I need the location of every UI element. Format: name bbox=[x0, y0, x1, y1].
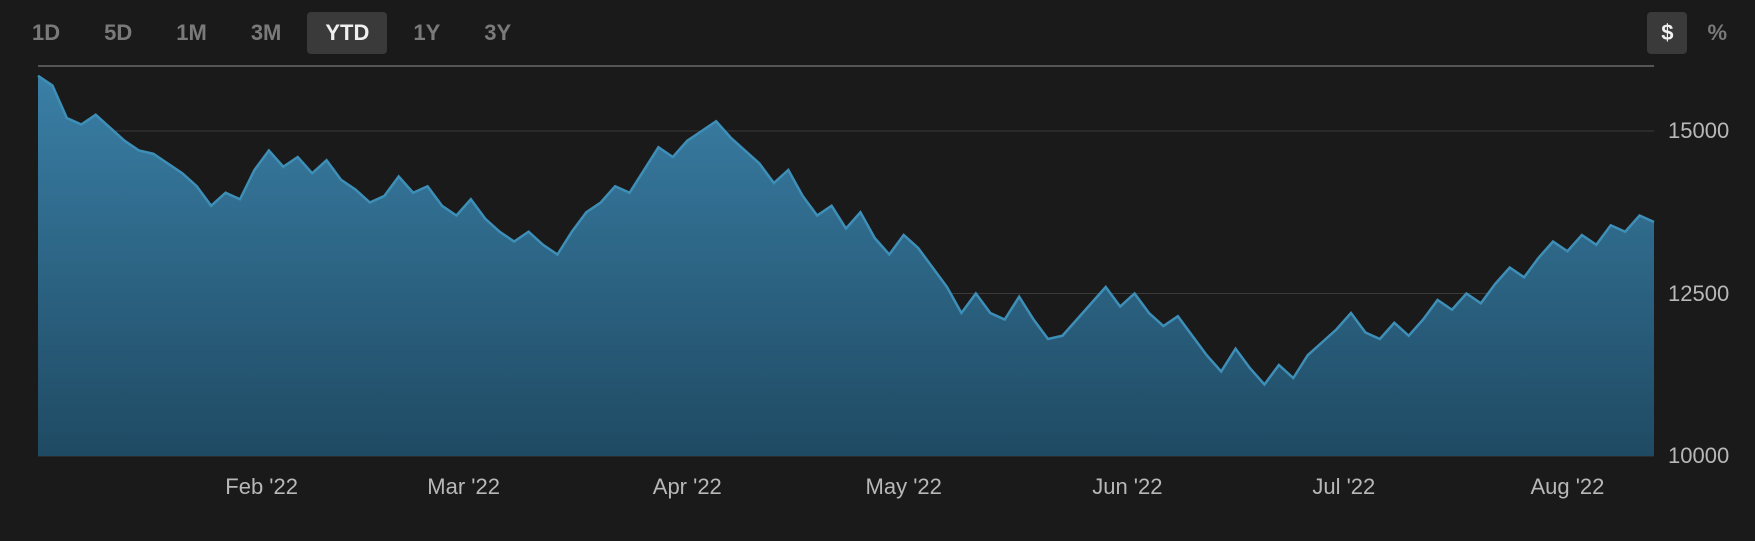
price-chart bbox=[38, 66, 1654, 456]
x-axis-label: Aug '22 bbox=[1530, 474, 1604, 500]
timeframe-tabs: 1D5D1M3MYTD1Y3Y bbox=[14, 12, 537, 54]
x-axis-label: Mar '22 bbox=[427, 474, 500, 500]
chart-widget: 1D5D1M3MYTD1Y3Y $% 10000 12500 15000 Feb '… bbox=[0, 0, 1755, 541]
timeframe-tab-3m[interactable]: 3M bbox=[233, 12, 300, 54]
timeframe-tab-1y[interactable]: 1Y bbox=[395, 12, 458, 54]
unit-tab-dollar[interactable]: $ bbox=[1647, 12, 1687, 54]
y-axis-label: 10000 bbox=[1668, 443, 1729, 469]
x-axis-label: Jul '22 bbox=[1312, 474, 1375, 500]
x-axis-label: Apr '22 bbox=[653, 474, 722, 500]
y-axis-label: 12500 bbox=[1668, 281, 1729, 307]
x-axis: Feb '22 Mar '22 Apr '22 May '22 Jun '22 Jul '… bbox=[38, 460, 1654, 500]
chart-toolbar: 1D5D1M3MYTD1Y3Y $% bbox=[0, 0, 1755, 56]
timeframe-tab-5d[interactable]: 5D bbox=[86, 12, 150, 54]
x-axis-label: Feb '22 bbox=[225, 474, 298, 500]
x-axis-label: Jun '22 bbox=[1092, 474, 1162, 500]
y-axis: 100001250015000 bbox=[1662, 66, 1752, 456]
unit-tab-percent[interactable]: % bbox=[1693, 12, 1741, 54]
timeframe-tab-ytd[interactable]: YTD bbox=[307, 12, 387, 54]
timeframe-tab-1d[interactable]: 1D bbox=[14, 12, 78, 54]
timeframe-tab-3y[interactable]: 3Y bbox=[466, 12, 529, 54]
timeframe-tab-1m[interactable]: 1M bbox=[158, 12, 225, 54]
y-axis-label: 15000 bbox=[1668, 118, 1729, 144]
unit-tabs: $% bbox=[1641, 12, 1741, 54]
x-axis-label: May '22 bbox=[866, 474, 942, 500]
